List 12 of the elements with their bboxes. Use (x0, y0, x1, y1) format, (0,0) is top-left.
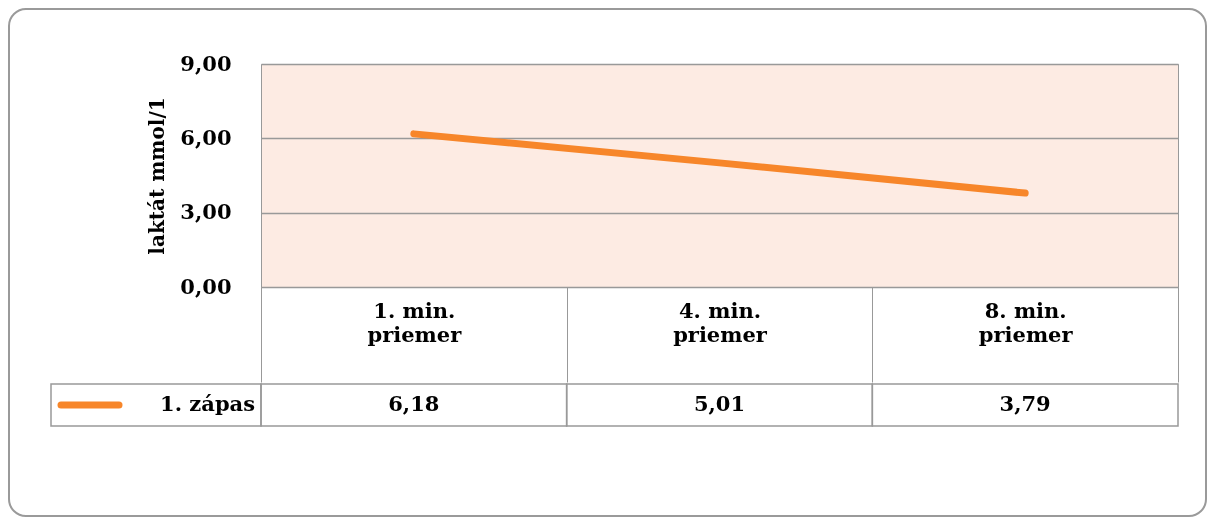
data-label: 6,18 (388, 391, 440, 416)
data-label: 5,01 (693, 391, 746, 416)
data-label: 3,79 (999, 391, 1051, 416)
x-tick-label: 8. min. priemer (978, 297, 1074, 347)
y-tick-label: 3,00 (180, 199, 232, 225)
y-tick-label: 6,00 (180, 124, 232, 150)
x-tick-label: 1. min. priemer (367, 297, 463, 347)
legend-label: 1. zápas (160, 391, 255, 416)
y-tick-label: 0,00 (180, 273, 232, 299)
y-tick-label: 9,00 (180, 50, 232, 76)
x-tick-label: 4. min. priemer (673, 297, 768, 347)
y-axis-title: laktát mmol/1 (145, 97, 170, 255)
